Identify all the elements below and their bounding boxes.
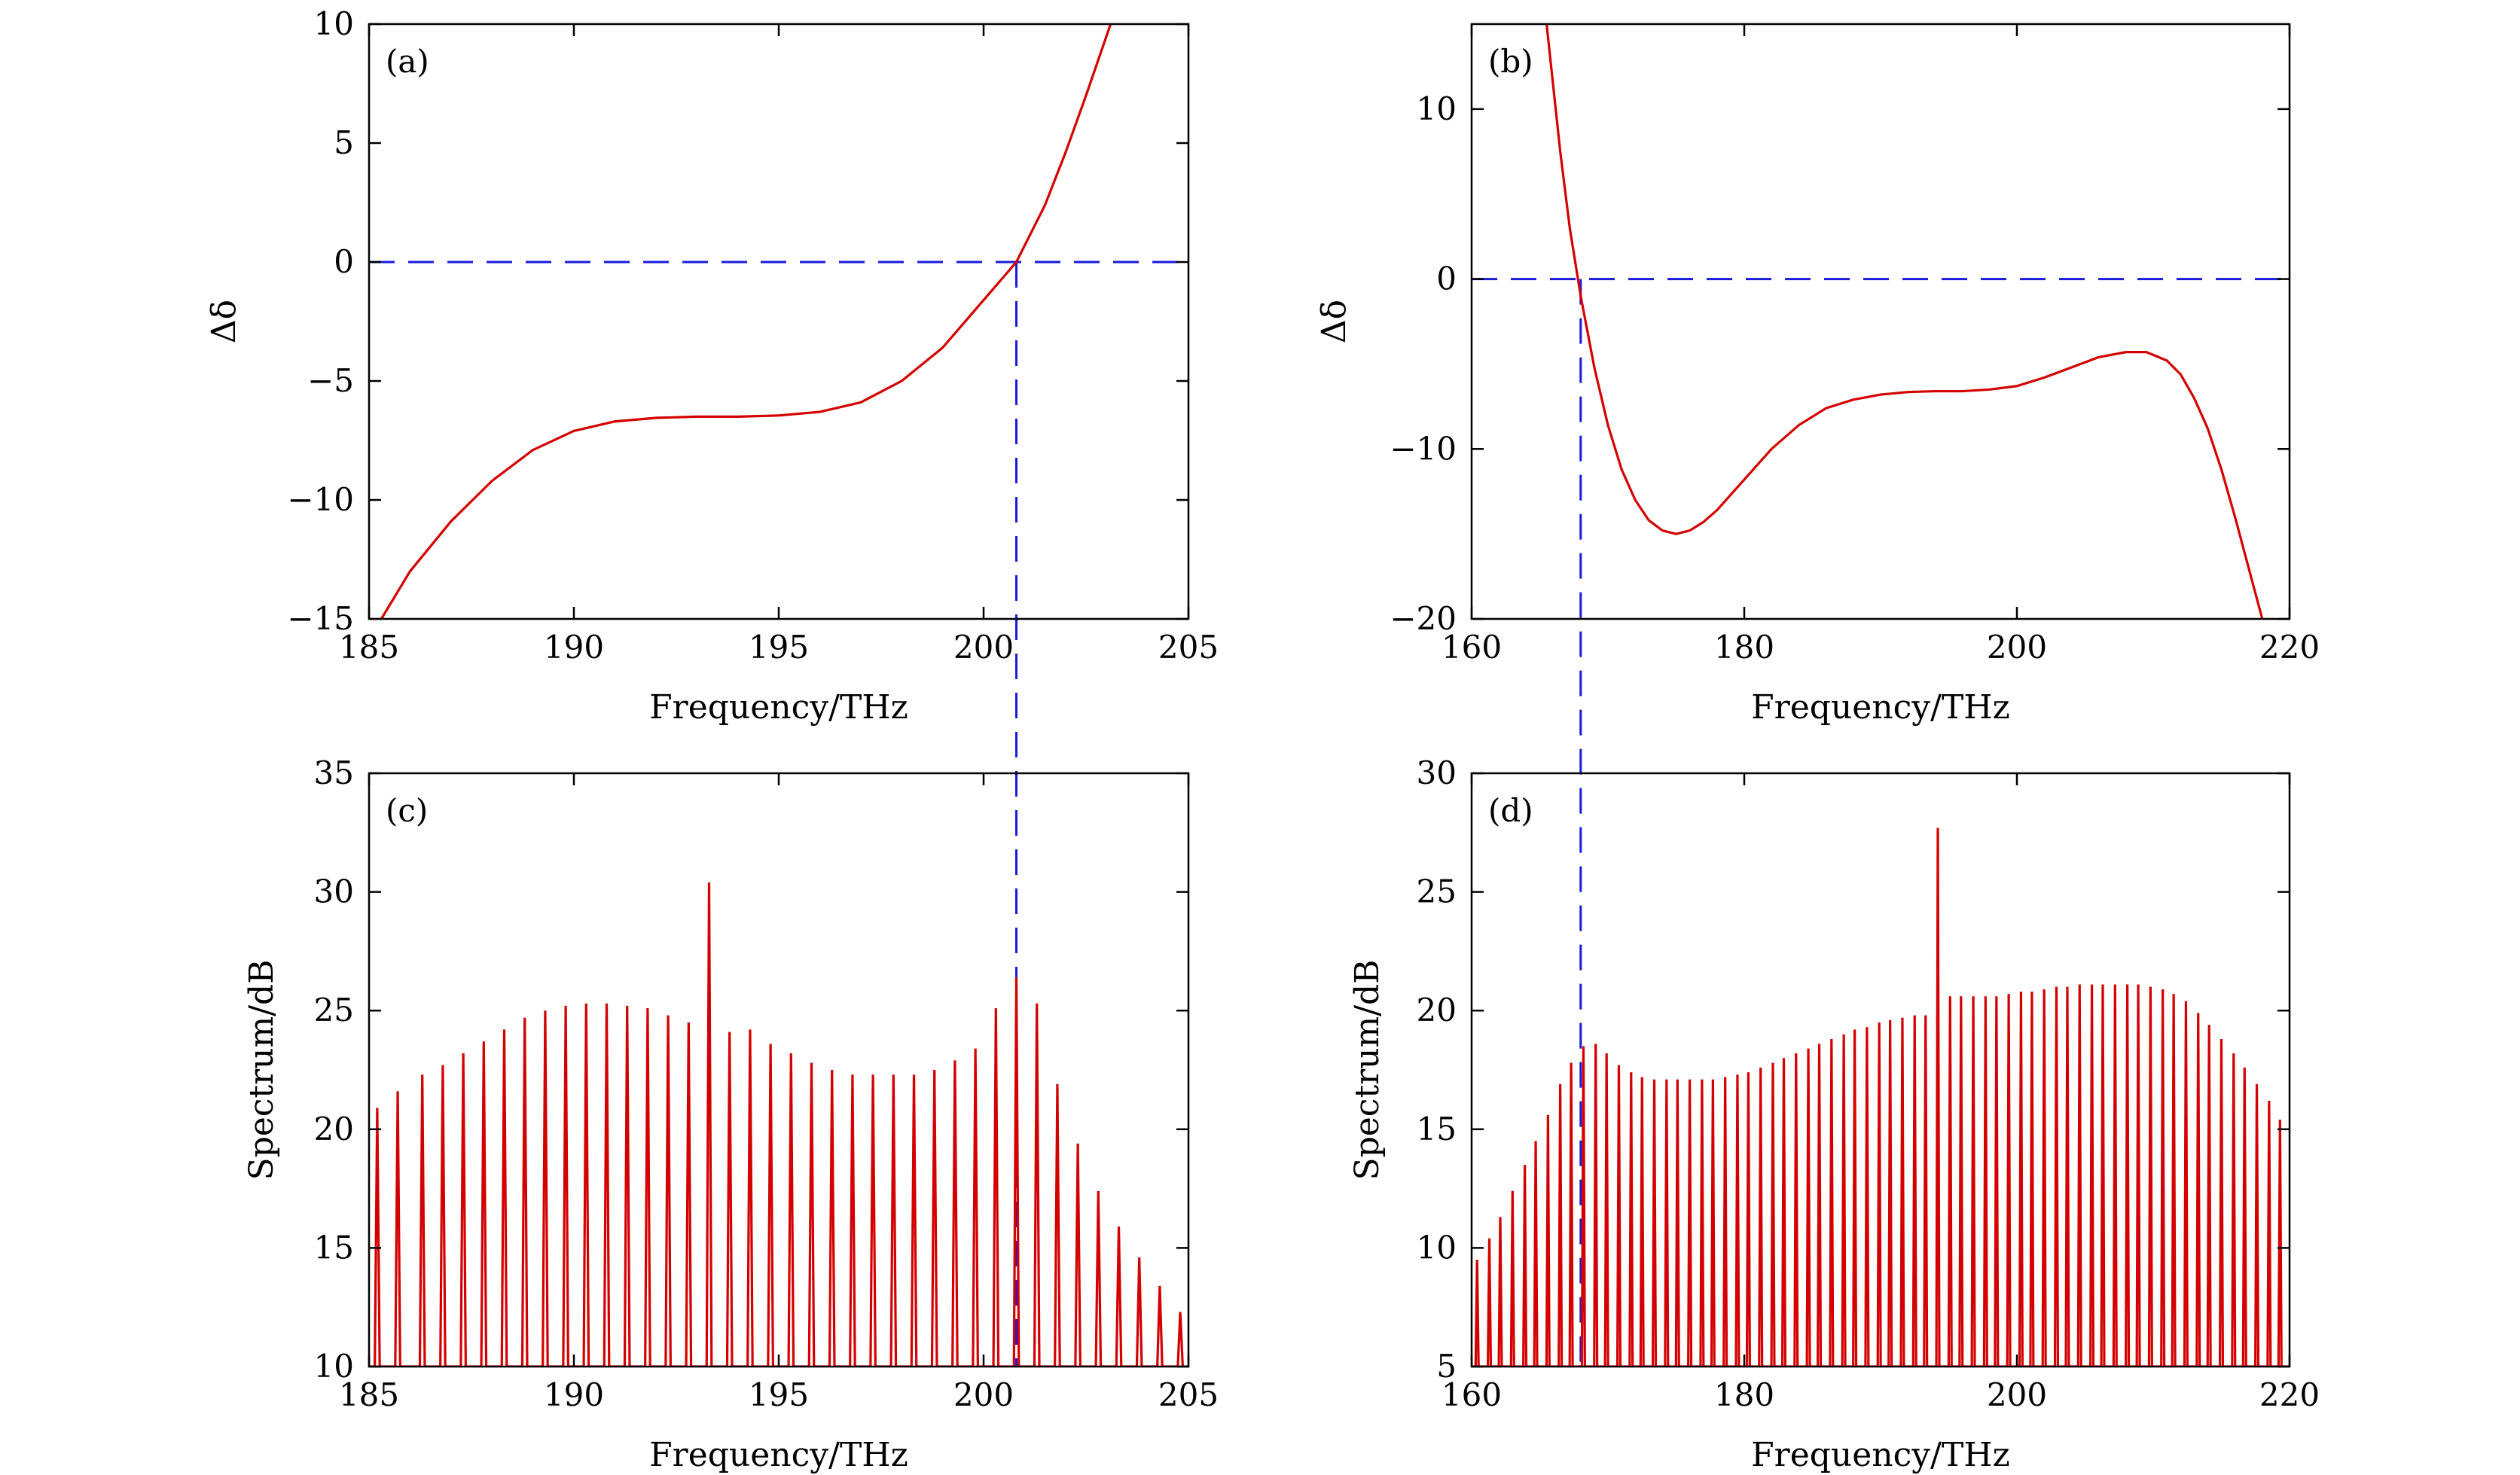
panel-b-plot-area: 160 180 200 220 −20 −10 0 10 [1390, 23, 2320, 666]
panel-b-y-tick-label: −20 [1390, 600, 1457, 637]
panel-c-y-tick-label: 35 [314, 754, 354, 791]
panel-a-curve [380, 24, 1112, 619]
panel-b-label: (b) [1488, 43, 1533, 80]
panel-c-x-tick-label: 195 [749, 1376, 809, 1413]
panel-d-x-axis-title: Frequency/THz [1751, 1436, 2010, 1474]
panel-c-series [369, 882, 1188, 1367]
panel-b-frame [1470, 23, 2291, 620]
panel-a-y-axis-title: Δδ [205, 300, 243, 343]
panel-b-curve [1545, 24, 2264, 619]
panel-b-x-tick-label: 180 [1714, 629, 1774, 666]
panel-d: 160 180 200 220 5 10 15 20 25 30 (d) Frequency/TH… [1348, 754, 2320, 1474]
panel-d-label: (d) [1488, 792, 1533, 829]
panel-b-x-tick-label: 220 [2259, 629, 2320, 666]
panel-c-label: (c) [386, 792, 428, 829]
panel-d-plot-area: 160 180 200 220 5 10 15 20 25 30 [1417, 754, 2320, 1413]
panel-a-label: (a) [386, 43, 429, 80]
panel-d-y-axis-title: Spectrum/dB [1348, 959, 1387, 1180]
panel-c-x-tick-label: 205 [1158, 1376, 1219, 1413]
panel-d-comb-line [1472, 827, 2290, 1367]
panel-a-x-axis-title: Frequency/THz [649, 688, 908, 727]
panel-b-x-tick-label: 200 [1987, 629, 2047, 666]
panel-d-x-tick-label: 160 [1442, 1376, 1502, 1413]
panel-b-y-tick-label: −10 [1390, 430, 1457, 467]
panel-a-x-tick-label: 205 [1158, 629, 1219, 666]
panel-d-frame [1470, 772, 2291, 1368]
panel-d-x-tick-label: 200 [1987, 1376, 2047, 1413]
panel-c-y-tick-label: 10 [314, 1348, 354, 1385]
panel-d-series [1472, 827, 2290, 1367]
panel-b-y-axis-title: Δδ [1315, 300, 1353, 343]
panel-c-x-tick-label: 200 [953, 1376, 1014, 1413]
panel-a-y-tick-label: 5 [334, 124, 354, 161]
panel-b-y-tick-label: 0 [1436, 261, 1457, 297]
panel-a-y-tick-label: 10 [314, 5, 354, 42]
panel-c-y-tick-label: 20 [314, 1111, 354, 1147]
panel-b-x-axis-title: Frequency/THz [1751, 688, 2010, 727]
panel-d-y-tick-label: 5 [1436, 1348, 1457, 1385]
panel-d-x-tick-label: 180 [1714, 1376, 1774, 1413]
panel-c: 185 190 195 200 205 10 15 20 25 30 35 (c) Frequenc… [243, 754, 1219, 1474]
panel-a-x-tick-label: 185 [339, 629, 399, 666]
panel-c-comb-line [369, 882, 1188, 1367]
panel-a-x-tick-label: 190 [544, 629, 604, 666]
panel-b-y-tick-label: 10 [1417, 90, 1457, 127]
guide-lines-layer [1015, 262, 1582, 1367]
panel-c-x-tick-label: 185 [339, 1376, 399, 1413]
panel-c-y-axis-title: Spectrum/dB [243, 959, 281, 1180]
panel-a-x-tick-label: 200 [953, 629, 1014, 666]
panel-a-plot-area: 185 190 195 200 205 −15 −10 −5 0 5 10 [287, 5, 1219, 666]
panel-d-y-tick-label: 25 [1417, 873, 1457, 910]
panel-c-y-tick-label: 30 [314, 873, 354, 910]
panel-d-y-tick-label: 30 [1417, 754, 1457, 791]
panel-b-series [1545, 24, 2264, 619]
panel-c-y-tick-label: 15 [314, 1229, 354, 1266]
panel-d-y-tick-label: 15 [1417, 1111, 1457, 1147]
panel-c-y-tick-label: 25 [314, 992, 354, 1029]
panel-b-x-tick-label: 160 [1442, 629, 1502, 666]
panel-d-y-tick-label: 10 [1417, 1229, 1457, 1266]
panel-d-x-tick-label: 220 [2259, 1376, 2320, 1413]
panel-a: 185 190 195 200 205 −15 −10 −5 0 5 10 (a) Frequenc… [205, 5, 1219, 727]
panel-a-frame [368, 23, 1190, 620]
panel-c-x-axis-title: Frequency/THz [649, 1436, 908, 1474]
panel-a-series [380, 24, 1112, 619]
panel-c-x-tick-label: 190 [544, 1376, 604, 1413]
panel-c-frame [368, 772, 1190, 1368]
panel-a-y-tick-label: −5 [307, 362, 354, 399]
panel-a-y-tick-label: −15 [287, 600, 354, 637]
panel-c-plot-area: 185 190 195 200 205 10 15 20 25 30 35 [314, 754, 1219, 1413]
panel-d-y-tick-label: 20 [1417, 992, 1457, 1029]
panel-a-y-tick-label: −10 [287, 481, 354, 518]
panel-a-x-tick-label: 195 [749, 629, 809, 666]
panel-a-y-tick-label: 0 [334, 243, 354, 280]
